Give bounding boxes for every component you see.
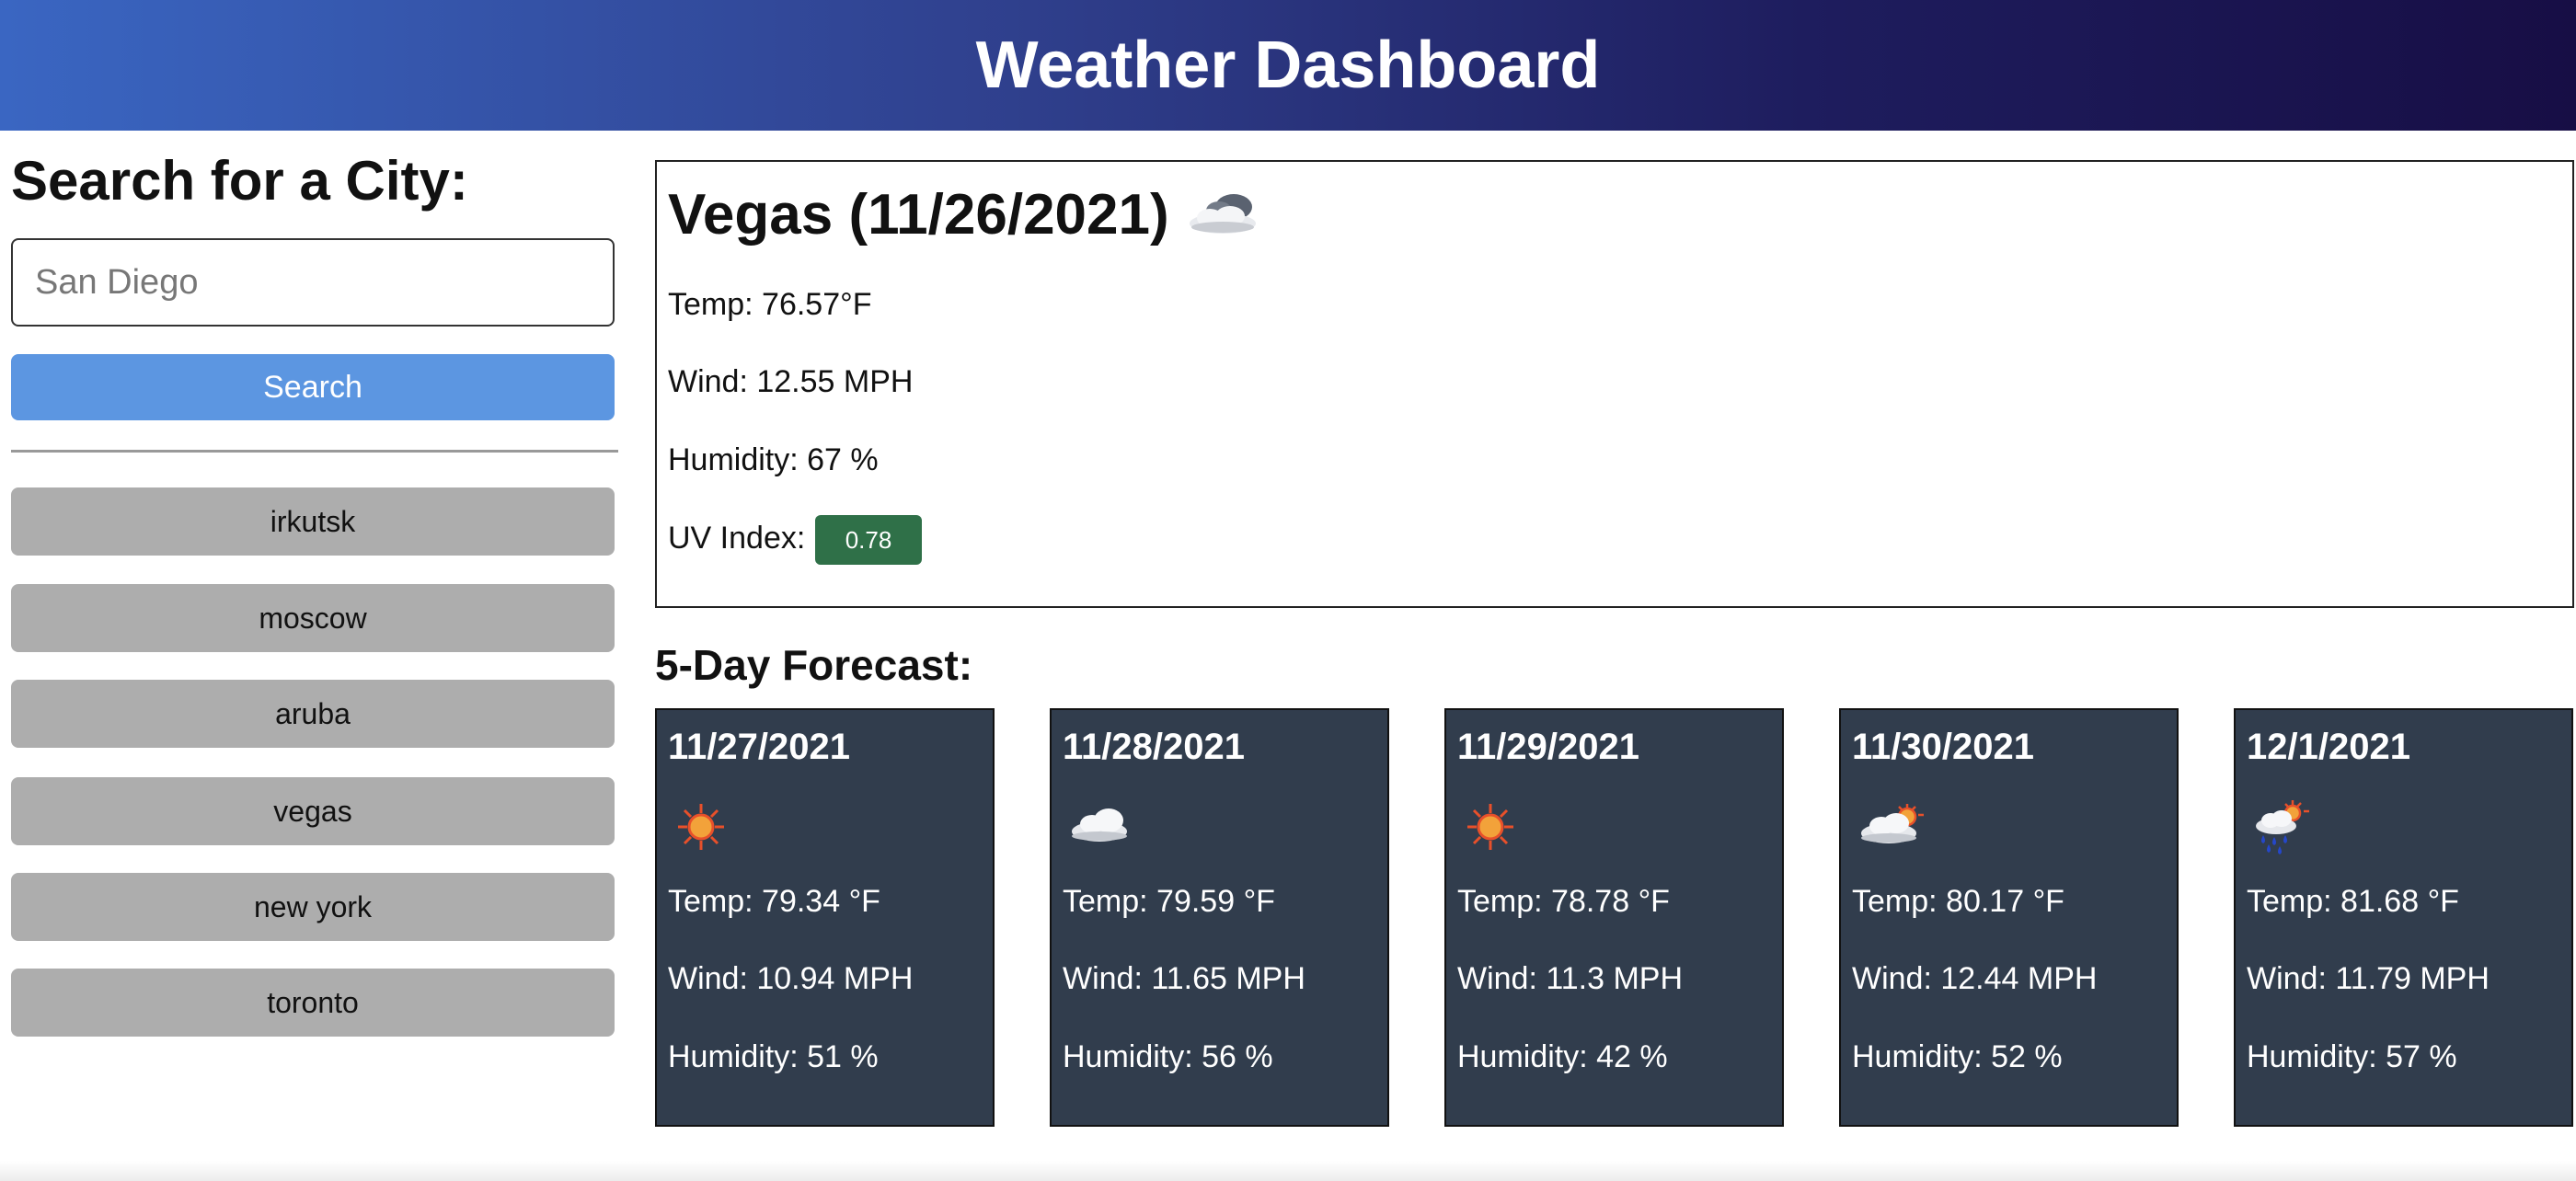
forecast-wind: Wind: 11.79 MPH [2247, 961, 2490, 996]
forecast-humidity: Humidity: 57 % [2247, 1039, 2457, 1074]
forecast-temp: Temp: 79.34 °F [668, 884, 880, 919]
partly-cloudy-icon [1861, 804, 1924, 843]
history-button-aruba[interactable]: aruba [11, 680, 615, 748]
forecast-date: 11/27/2021 [668, 727, 850, 767]
forecast-card: 11/28/2021 Temp: 79.59 °F Wind: 11.65 MP… [1050, 708, 1389, 1127]
search-button[interactable]: Search [11, 354, 615, 420]
current-temp: Temp: 76.57°F [668, 287, 872, 322]
page-bottom-edge [0, 1161, 2576, 1181]
forecast-date: 11/30/2021 [1852, 727, 2034, 767]
forecast-temp: Temp: 81.68 °F [2247, 884, 2459, 919]
forecast-humidity: Humidity: 42 % [1457, 1039, 1668, 1074]
forecast-temp: Temp: 78.78 °F [1457, 884, 1670, 919]
cloud-icon [1072, 808, 1127, 842]
forecast-humidity: Humidity: 56 % [1063, 1039, 1273, 1074]
forecast-date: 11/28/2021 [1063, 727, 1245, 767]
forecast-humidity: Humidity: 51 % [668, 1039, 879, 1074]
search-heading: Search for a City: [11, 150, 468, 212]
current-city-title: Vegas (11/26/2021) [668, 182, 1265, 247]
app-header: Weather Dashboard [0, 0, 2576, 131]
history-button-irkutsk[interactable]: irkutsk [11, 487, 615, 556]
forecast-card: 11/30/2021 Temp: 80.17 °F Wind: 12.44 MP… [1839, 708, 2179, 1127]
forecast-temp: Temp: 80.17 °F [1852, 884, 2064, 919]
forecast-humidity: Humidity: 52 % [1852, 1039, 2063, 1074]
forecast-card: 11/27/2021 Temp: 79.34 °F Wind: 10.94 MP… [655, 708, 995, 1127]
forecast-card: 11/29/2021 Temp: 78.78 °F Wind: 11.3 MPH… [1444, 708, 1784, 1127]
current-wind: Wind: 12.55 MPH [668, 364, 914, 399]
cloudy-icon [1189, 193, 1256, 234]
page-title: Weather Dashboard [975, 29, 1601, 102]
forecast-card: 12/1/2021 Temp: 81.68 °F Wind: 11.79 MPH… [2234, 708, 2573, 1127]
uv-index-badge: 0.78 [815, 515, 922, 565]
forecast-wind: Wind: 12.44 MPH [1852, 961, 2098, 996]
current-city-date: Vegas (11/26/2021) [668, 183, 1169, 247]
history-button-vegas[interactable]: vegas [11, 777, 615, 845]
current-weather-panel: Vegas (11/26/2021) Temp: 76.57°F Wind: 1… [655, 160, 2574, 608]
history-button-toronto[interactable]: toronto [11, 969, 615, 1037]
forecast-date: 12/1/2021 [2247, 727, 2410, 767]
rain-sun-icon [2256, 800, 2309, 854]
forecast-wind: Wind: 11.65 MPH [1063, 961, 1305, 996]
divider [11, 450, 618, 453]
forecast-wind: Wind: 10.94 MPH [668, 961, 914, 996]
forecast-temp: Temp: 79.59 °F [1063, 884, 1275, 919]
uv-index-label: UV Index: [668, 521, 806, 556]
history-button-new-york[interactable]: new york [11, 873, 615, 941]
city-search-input[interactable] [11, 238, 615, 327]
sun-icon [678, 804, 724, 850]
forecast-wind: Wind: 11.3 MPH [1457, 961, 1684, 996]
current-humidity: Humidity: 67 % [668, 442, 879, 477]
history-button-moscow[interactable]: moscow [11, 584, 615, 652]
forecast-title: 5-Day Forecast: [655, 641, 973, 689]
forecast-date: 11/29/2021 [1457, 727, 1639, 767]
sun-icon [1467, 804, 1513, 850]
